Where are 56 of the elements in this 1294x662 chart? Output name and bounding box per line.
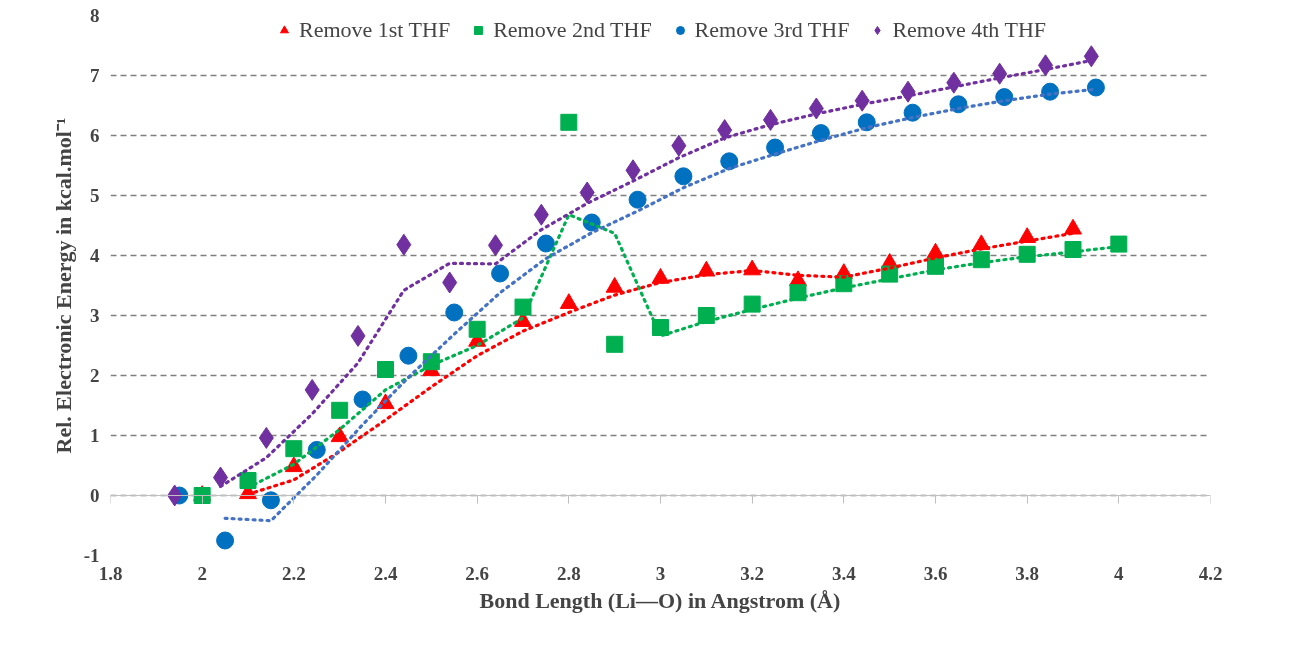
x-tick-label: 2.4 [373, 562, 398, 584]
point [1064, 241, 1082, 258]
point [536, 234, 555, 253]
y-tick-label: 7 [90, 65, 100, 86]
legend-label: Remove 1st THF [298, 17, 451, 43]
legend-label: Remove 4th THF [892, 17, 1047, 43]
point [628, 190, 647, 209]
point [789, 284, 807, 302]
x-tick-label: 2 [197, 562, 207, 584]
point [697, 307, 715, 324]
y-tick-label: 8 [90, 5, 100, 26]
point [261, 491, 280, 510]
y-tick-label: 3 [90, 305, 100, 326]
point [285, 440, 303, 458]
x-axis-title: Bond Length (Li—O) in Angstrom (Å) [479, 587, 841, 613]
x-tick-label: 1.8 [98, 562, 123, 584]
point [330, 426, 349, 443]
legend-label: Remove 3rd THF [694, 17, 850, 43]
x-tick-label: 4 [1114, 562, 1125, 584]
point [514, 298, 532, 316]
y-tick-label: 6 [90, 125, 100, 146]
point [674, 167, 693, 186]
point [353, 390, 372, 409]
x-tick-label: 3.8 [1015, 562, 1040, 584]
x-tick-label: 3.6 [923, 562, 948, 584]
x-tick-label: 3.2 [740, 562, 765, 584]
point [766, 138, 785, 157]
point [811, 124, 830, 143]
point [468, 320, 486, 338]
point [1086, 78, 1105, 97]
y-tick-label: -1 [83, 545, 100, 566]
point [720, 152, 739, 171]
point [331, 401, 349, 419]
legend-label: Remove 2nd THF [493, 17, 652, 43]
point [606, 335, 624, 353]
y-tick-label: 2 [90, 365, 100, 386]
point [491, 264, 510, 283]
x-tick-label: 2.8 [556, 562, 581, 584]
point [560, 113, 578, 131]
y-tick-label: 5 [90, 185, 100, 206]
x-tick-label: 3.4 [831, 562, 857, 584]
y-axis-title: Rel. Electronic Energy in kcal.mol⁻¹ [50, 117, 76, 454]
point [239, 472, 257, 489]
x-tick-label: 2.2 [281, 562, 306, 584]
x-tick-label: 2.6 [465, 562, 490, 584]
y-tick-label: 4 [90, 245, 100, 266]
x-tick-label: 3 [655, 562, 666, 584]
y-tick-label: 1 [90, 425, 100, 446]
x-tick-label: 4.2 [1198, 562, 1223, 584]
point [445, 303, 464, 322]
point [216, 531, 235, 550]
point [1110, 235, 1128, 253]
point [377, 361, 394, 378]
point [743, 295, 761, 313]
y-tick-label: 0 [90, 485, 100, 506]
point [399, 346, 418, 365]
